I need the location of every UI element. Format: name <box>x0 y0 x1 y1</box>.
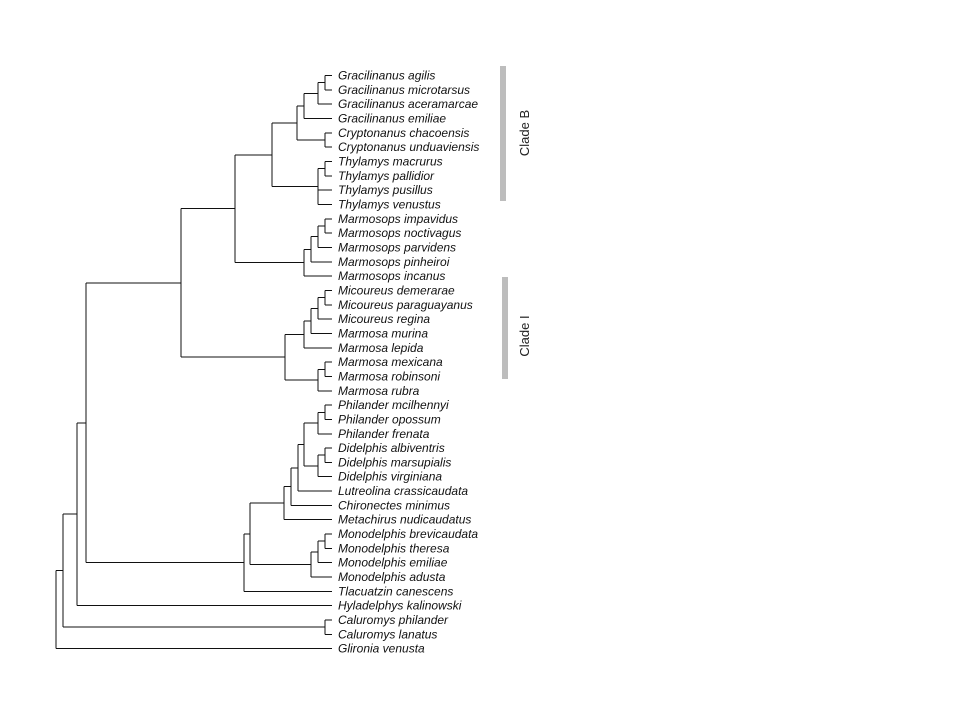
clade-i-label: Clade I <box>517 315 532 356</box>
tree-branches <box>55 75 332 650</box>
taxon-label: Marmosa robinsoni <box>338 369 440 383</box>
clade-i-group: Clade I <box>502 277 532 379</box>
taxon-label: Monodelphis emiliae <box>338 556 448 570</box>
taxon-label: Marmosops noctivagus <box>338 226 461 240</box>
taxon-label: Metachirus nudicaudatus <box>338 513 471 527</box>
taxon-label: Cryptonanus unduaviensis <box>338 140 479 154</box>
taxon-label: Micoureus regina <box>338 312 430 326</box>
taxon-label: Marmosa mexicana <box>338 355 443 369</box>
taxon-label: Thylamys pusillus <box>338 183 433 197</box>
clade-b-label: Clade B <box>517 110 532 156</box>
taxon-label: Marmosops impavidus <box>338 212 458 226</box>
taxon-label: Gracilinanus aceramarcae <box>338 97 478 111</box>
taxon-label: Gracilinanus emiliae <box>338 111 446 125</box>
taxon-label: Micoureus demerarae <box>338 283 455 297</box>
taxon-label: Philander opossum <box>338 412 441 426</box>
taxon-label: Thylamys venustus <box>338 197 441 211</box>
taxon-label: Monodelphis theresa <box>338 541 450 555</box>
taxon-label: Hyladelphys kalinowski <box>338 599 462 613</box>
taxon-label: Gracilinanus agilis <box>338 69 435 83</box>
taxon-label: Philander mcilhennyi <box>338 398 449 412</box>
taxon-label: Marmosa rubra <box>338 384 420 398</box>
taxon-label: Chironectes minimus <box>338 498 450 512</box>
taxon-label: Marmosa lepida <box>338 341 424 355</box>
taxon-label: Thylamys macrurus <box>338 154 443 168</box>
taxon-label: Marmosops pinheiroi <box>338 255 450 269</box>
taxon-label: Micoureus paraguayanus <box>338 298 473 312</box>
taxon-label: Tlacuatzin canescens <box>338 584 453 598</box>
taxon-label: Monodelphis adusta <box>338 570 446 584</box>
taxon-label: Monodelphis brevicaudata <box>338 527 478 541</box>
taxon-label: Cryptonanus chacoensis <box>338 126 469 140</box>
clade-b-group: Clade B <box>500 66 532 201</box>
taxon-label: Thylamys pallidior <box>338 169 435 183</box>
taxon-label: Didelphis marsupialis <box>338 455 451 469</box>
taxon-label: Marmosa murina <box>338 326 428 340</box>
taxon-label: Caluromys lanatus <box>338 627 437 641</box>
taxon-label: Philander frenata <box>338 427 430 441</box>
taxon-label: Caluromys philander <box>338 613 449 627</box>
taxon-label: Gracilinanus microtarsus <box>338 83 470 97</box>
taxon-label: Glironia venusta <box>338 642 425 656</box>
taxon-label: Marmosops incanus <box>338 269 445 283</box>
taxon-label: Didelphis albiventris <box>338 441 445 455</box>
taxon-label: Lutreolina crassicaudata <box>338 484 468 498</box>
taxon-label: Didelphis virginiana <box>338 470 442 484</box>
taxon-label: Marmosops parvidens <box>338 240 456 254</box>
